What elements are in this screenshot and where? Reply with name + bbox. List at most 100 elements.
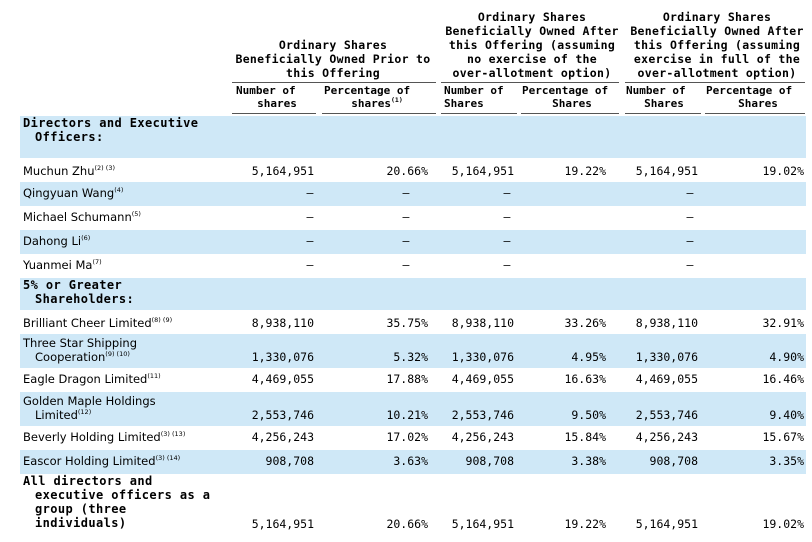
- empty-value-dash: —: [402, 186, 410, 200]
- cell-value: 4,469,055: [635, 372, 698, 386]
- footnote-ref: (2) (3): [94, 164, 115, 172]
- cell-value: 10.21%: [386, 408, 428, 422]
- section-band-shareholders: [20, 278, 806, 310]
- cell-value: 19.22%: [564, 164, 606, 178]
- header-rule: [441, 82, 619, 83]
- cell-value: 8,938,110: [635, 316, 698, 330]
- shareholder-name-line: Muchun Zhu(2) (3): [23, 164, 115, 178]
- cell-value: 4,469,055: [251, 372, 314, 386]
- section-heading-shareholders: 5% or Greater Shareholders:: [23, 278, 135, 306]
- cell-value: 5,164,951: [251, 164, 314, 178]
- shareholder-name-line: Cooperation(9) (10): [35, 350, 130, 364]
- footnote-ref: (4): [114, 186, 124, 194]
- cell-value: 9.40%: [769, 408, 804, 422]
- cell-value: 32.91%: [762, 316, 804, 330]
- shareholder-name-line: Yuanmei Ma(7): [23, 258, 102, 272]
- footnote-ref: (11): [147, 372, 161, 380]
- col-rule: [705, 113, 805, 114]
- empty-value-dash: —: [402, 258, 410, 272]
- empty-value-dash: —: [686, 186, 694, 200]
- shareholder-name: Golden Maple Holdings Limited(12): [23, 394, 156, 422]
- shareholder-name-line: Qingyuan Wang(4): [23, 186, 124, 200]
- empty-value-dash: —: [686, 234, 694, 248]
- cell-value: 17.88%: [386, 372, 428, 386]
- cell-value: 4,256,243: [635, 430, 698, 444]
- row-band: [20, 392, 806, 426]
- shareholder-name: Eascor Holding Limited(3) (14): [23, 454, 180, 468]
- cell-value: 5,164,951: [635, 164, 698, 178]
- col-header-percentage-after: Percentage of Shares: [522, 84, 609, 110]
- row-band: [20, 334, 806, 368]
- shareholder-name-line: Beverly Holding Limited(3) (13): [23, 430, 186, 444]
- cell-value: 2,553,746: [635, 408, 698, 422]
- cell-value: 15.67%: [762, 430, 804, 444]
- shareholder-name-line: Three Star Shipping: [23, 336, 138, 350]
- cell-value: 16.63%: [564, 372, 606, 386]
- shareholder-name-line: Dahong Li(6): [23, 234, 91, 248]
- shareholder-name: Yuanmei Ma(7): [23, 258, 102, 272]
- cell-value: 2,553,746: [451, 408, 514, 422]
- empty-value-dash: —: [503, 234, 511, 248]
- cell-value: 4,469,055: [451, 372, 514, 386]
- cell-value: 3.38%: [571, 454, 606, 468]
- footnote-ref: (7): [92, 258, 102, 266]
- empty-value-dash: —: [306, 186, 314, 200]
- empty-value-dash: —: [306, 258, 314, 272]
- cell-value: 908,708: [649, 454, 698, 468]
- cell-value: 17.02%: [386, 430, 428, 444]
- cell-value: 5,164,951: [451, 164, 514, 178]
- shareholder-name-line: Michael Schumann(5): [23, 210, 141, 224]
- cell-value: 5,164,951: [635, 517, 698, 531]
- cell-value: 20.66%: [386, 164, 428, 178]
- shareholder-name: Michael Schumann(5): [23, 210, 141, 224]
- header-rule: [625, 82, 805, 83]
- col-header-number-full: Number of Shares: [626, 84, 686, 110]
- group-header-after-full-exercise: Ordinary Shares Beneficially Owned After…: [630, 10, 804, 80]
- group-header-after-no-exercise: Ordinary Shares Beneficially Owned After…: [445, 10, 619, 80]
- empty-value-dash: —: [402, 234, 410, 248]
- shareholder-name-line: Limited(12): [35, 408, 92, 422]
- cell-value: 8,938,110: [251, 316, 314, 330]
- cell-value: 15.84%: [564, 430, 606, 444]
- cell-value: 2,553,746: [251, 408, 314, 422]
- cell-value: 3.63%: [393, 454, 428, 468]
- cell-value: 3.35%: [769, 454, 804, 468]
- footnote-ref: (5): [131, 210, 141, 218]
- footnote-ref: (6): [81, 234, 91, 242]
- empty-value-dash: —: [306, 234, 314, 248]
- shareholder-name: Dahong Li(6): [23, 234, 90, 248]
- cell-value: 4.95%: [571, 350, 606, 364]
- cell-value: 5,164,951: [251, 517, 314, 531]
- col-rule: [322, 113, 436, 114]
- cell-value: 4.90%: [769, 350, 804, 364]
- col-rule: [625, 113, 701, 114]
- group-header-prior: Ordinary Shares Beneficially Owned Prior…: [235, 38, 431, 80]
- footnote-ref: (12): [77, 408, 92, 416]
- section-heading-directors: Directors and Executive Officers:: [23, 116, 199, 144]
- shareholder-name-line: Golden Maple Holdings: [23, 394, 156, 408]
- col-header-percentage-full: Percentage of Shares: [706, 84, 793, 110]
- cell-value: 8,938,110: [451, 316, 514, 330]
- cell-value: 908,708: [465, 454, 514, 468]
- shareholder-name: Three Star Shipping Cooperation(9) (10): [23, 336, 137, 364]
- empty-value-dash: —: [503, 186, 511, 200]
- empty-value-dash: —: [306, 210, 314, 224]
- col-header-number-prior: Number of shares: [236, 84, 297, 110]
- cell-value: 5,164,951: [451, 517, 514, 531]
- shareholder-name: Brilliant Cheer Limited(8) (9): [23, 316, 172, 330]
- shareholder-name-line: Eagle Dragon Limited(11): [23, 372, 161, 386]
- cell-value: 5.32%: [393, 350, 428, 364]
- section-heading-all-directors: All directors and executive officers as …: [23, 474, 211, 530]
- cell-value: 4,256,243: [251, 430, 314, 444]
- cell-value: 1,330,076: [251, 350, 314, 364]
- row-band: [20, 230, 806, 254]
- row-band: [20, 182, 806, 206]
- cell-value: 1,330,076: [635, 350, 698, 364]
- cell-value: 19.22%: [564, 517, 606, 531]
- empty-value-dash: —: [402, 210, 410, 224]
- shareholder-name-line: Eascor Holding Limited(3) (14): [23, 454, 181, 468]
- footnote-ref: (3) (14): [155, 454, 181, 462]
- cell-value: 19.02%: [762, 164, 804, 178]
- shareholder-name: Muchun Zhu(2) (3): [23, 164, 115, 178]
- cell-value: 20.66%: [386, 517, 428, 531]
